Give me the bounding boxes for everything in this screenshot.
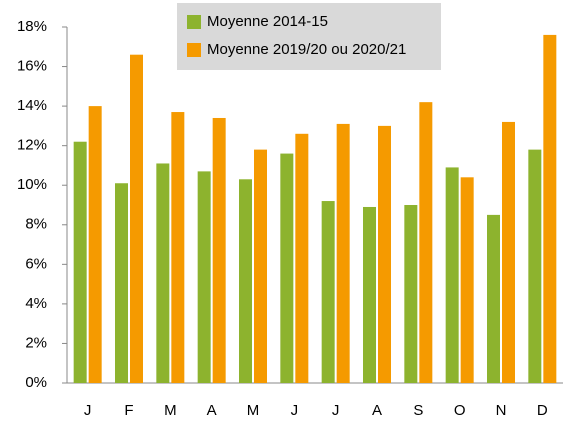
y-tick-label: 16% bbox=[17, 58, 47, 75]
x-tick-label: M bbox=[247, 402, 260, 419]
bar bbox=[363, 206, 376, 383]
bar bbox=[460, 177, 474, 383]
bar bbox=[88, 106, 102, 383]
y-tick-label: 6% bbox=[25, 255, 47, 272]
x-tick-label: J bbox=[291, 402, 299, 419]
bar bbox=[543, 34, 557, 384]
bar bbox=[130, 54, 143, 383]
x-tick-label: O bbox=[454, 402, 466, 419]
bar bbox=[280, 153, 294, 383]
bar bbox=[115, 183, 128, 383]
legend-swatch bbox=[187, 15, 201, 29]
legend-swatch bbox=[187, 43, 201, 57]
x-tick-label: D bbox=[537, 402, 548, 419]
bar bbox=[212, 117, 226, 383]
bar bbox=[336, 123, 350, 384]
bar bbox=[156, 163, 170, 383]
legend-box bbox=[177, 3, 441, 70]
legend-label: Moyenne 2014-15 bbox=[207, 13, 328, 30]
y-tick-label: 4% bbox=[25, 295, 47, 312]
bar bbox=[404, 205, 418, 383]
y-tick-label: 18% bbox=[17, 18, 47, 35]
x-tick-label: J bbox=[84, 402, 92, 419]
bar bbox=[528, 149, 542, 383]
x-tick-label: S bbox=[413, 402, 423, 419]
y-tick-label: 8% bbox=[25, 216, 47, 233]
y-tick-label: 10% bbox=[17, 176, 47, 193]
y-tick-label: 0% bbox=[25, 374, 47, 391]
bar bbox=[171, 112, 185, 384]
bar bbox=[419, 102, 433, 384]
bar bbox=[502, 121, 515, 383]
x-tick-label: A bbox=[372, 402, 382, 419]
bar bbox=[254, 149, 267, 383]
x-tick-label: A bbox=[207, 402, 217, 419]
y-tick-label: 14% bbox=[17, 97, 47, 114]
y-tick-label: 12% bbox=[17, 137, 47, 154]
bar bbox=[197, 171, 211, 383]
legend-label: Moyenne 2019/20 ou 2020/21 bbox=[207, 41, 406, 58]
bar bbox=[239, 179, 252, 383]
y-tick-label: 2% bbox=[25, 334, 47, 351]
x-tick-label: M bbox=[164, 402, 177, 419]
bar bbox=[295, 133, 309, 383]
bar bbox=[378, 125, 391, 383]
bar bbox=[487, 214, 500, 383]
bar bbox=[445, 167, 459, 383]
bar bbox=[73, 141, 87, 383]
x-tick-label: N bbox=[496, 402, 507, 419]
x-tick-label: F bbox=[124, 402, 133, 419]
x-tick-label: J bbox=[332, 402, 340, 419]
bar bbox=[321, 201, 335, 383]
